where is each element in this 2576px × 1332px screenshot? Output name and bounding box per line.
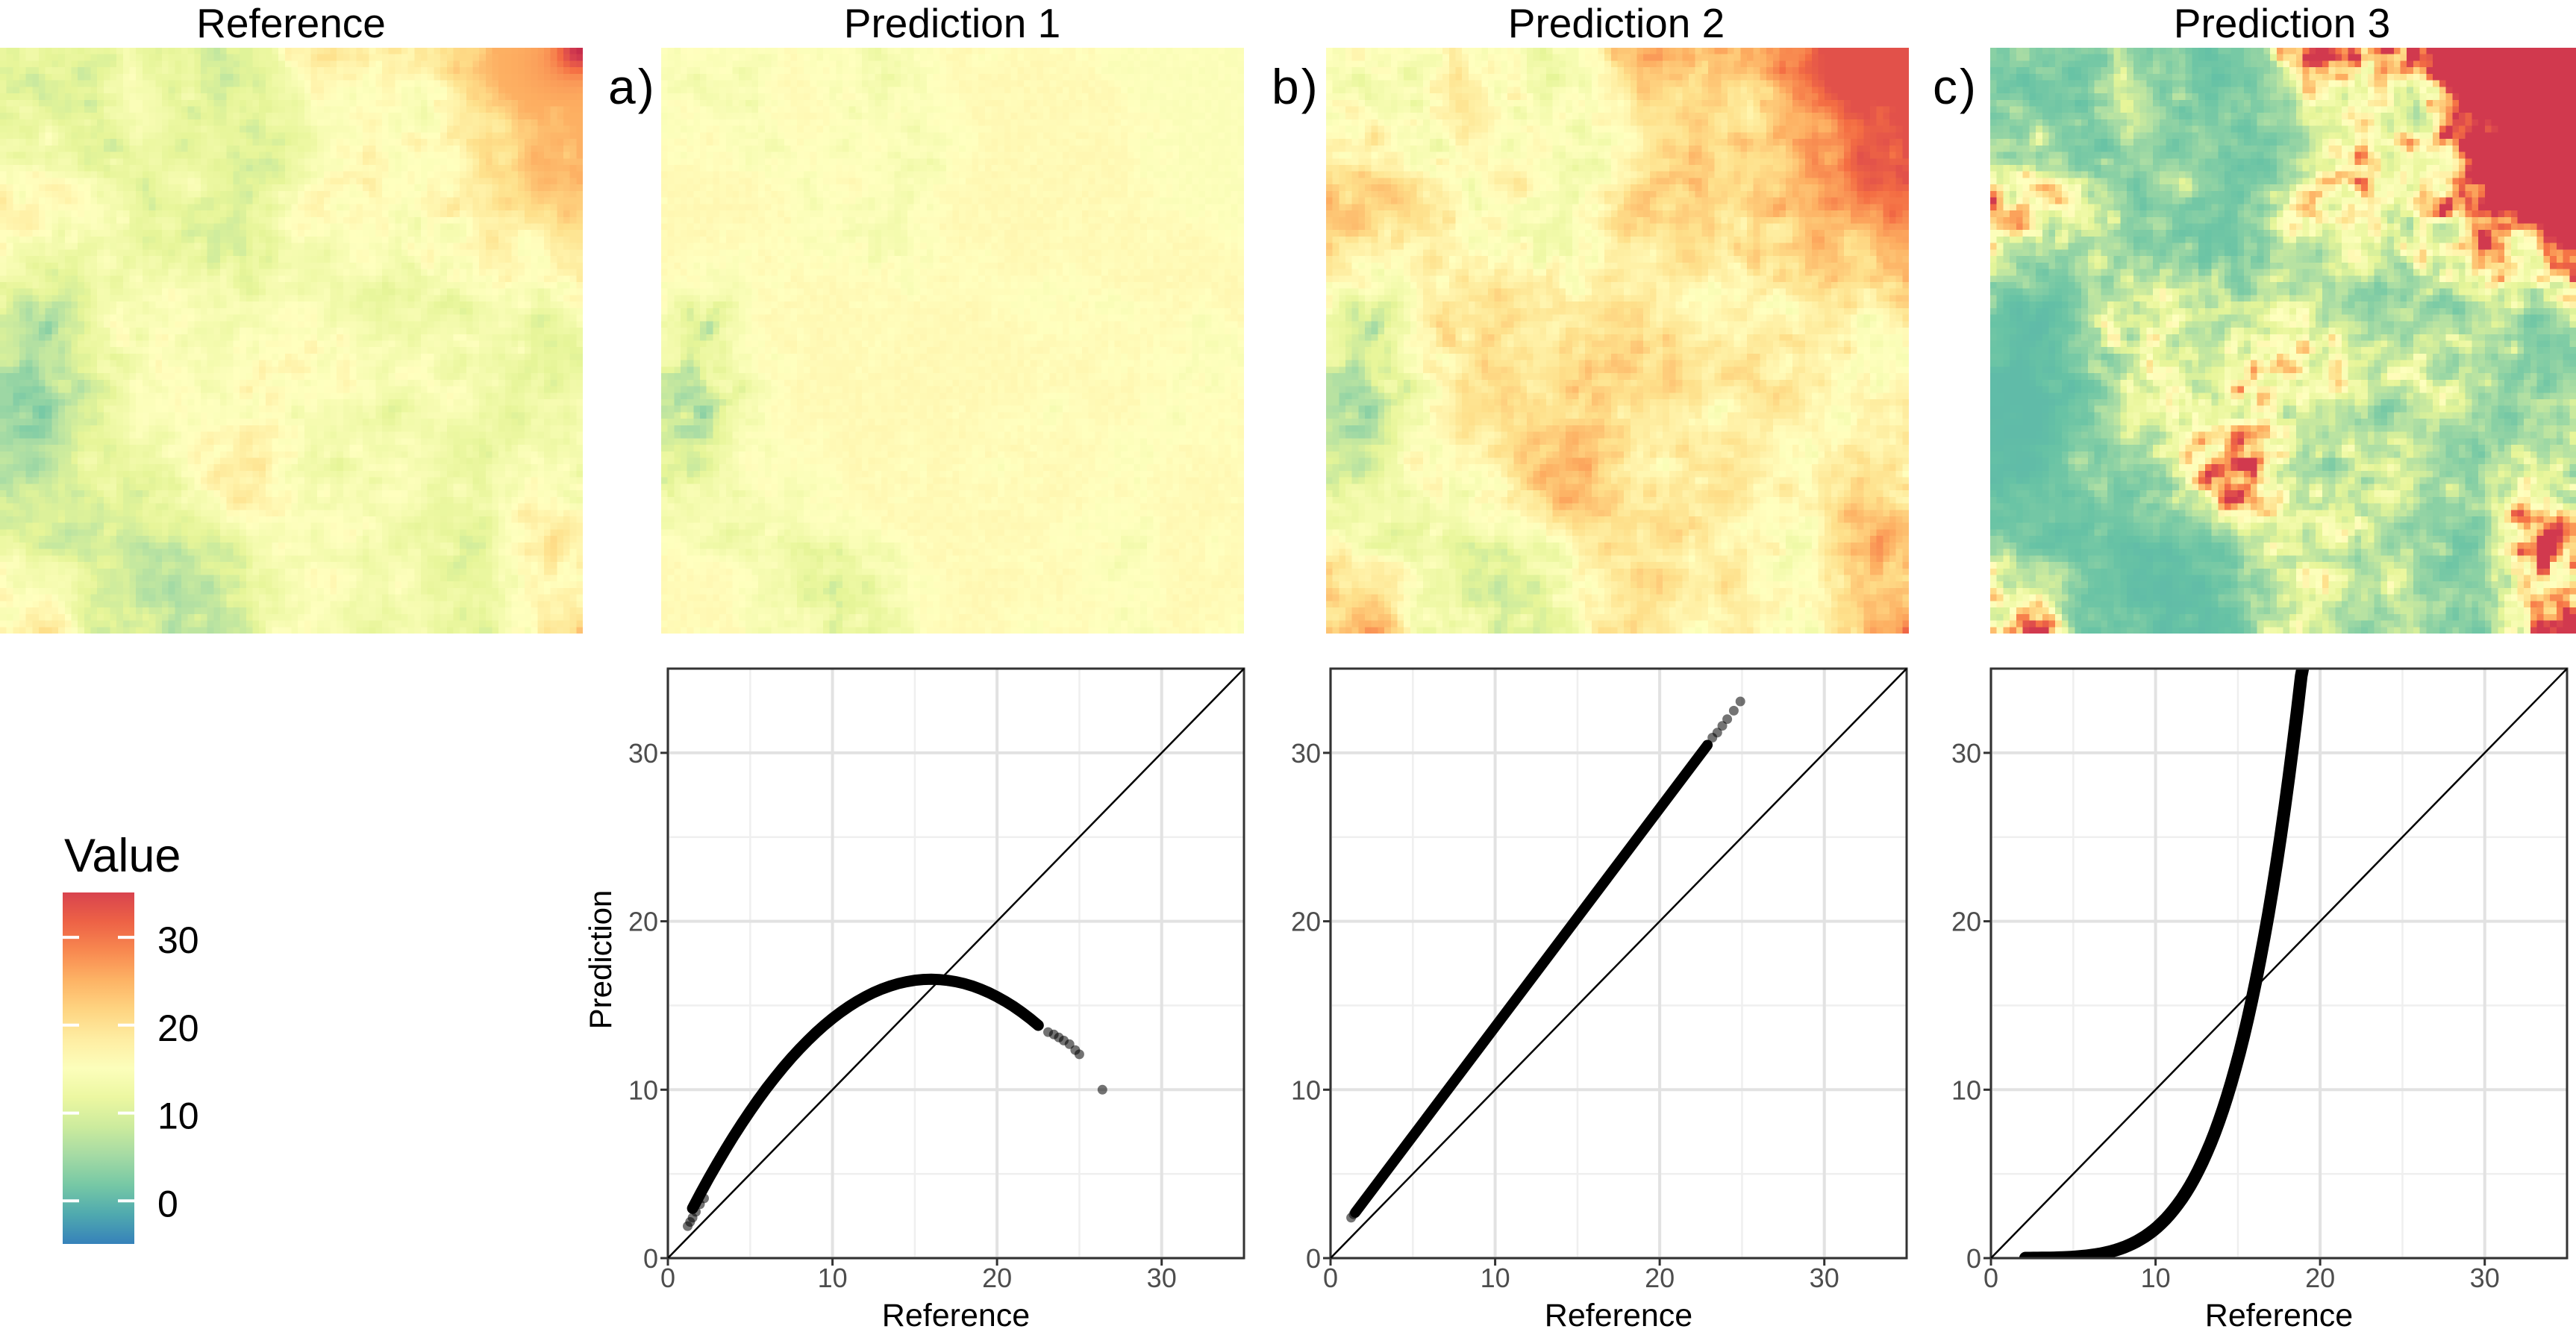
svg-text:20: 20 [1951, 907, 1981, 937]
svg-text:Reference: Reference [2205, 1298, 2353, 1332]
svg-text:0: 0 [1323, 1263, 1338, 1293]
svg-text:10: 10 [157, 1095, 199, 1137]
svg-text:10: 10 [818, 1263, 848, 1293]
svg-text:30: 30 [1291, 738, 1321, 769]
svg-text:30: 30 [157, 919, 199, 961]
svg-text:10: 10 [1951, 1075, 1981, 1105]
svg-text:0: 0 [660, 1263, 675, 1293]
svg-text:30: 30 [1810, 1263, 1839, 1293]
svg-text:Prediction 1: Prediction 1 [844, 0, 1060, 46]
svg-text:20: 20 [628, 907, 658, 937]
svg-text:Prediction 2: Prediction 2 [1508, 0, 1725, 46]
svg-text:20: 20 [157, 1007, 199, 1049]
svg-text:20: 20 [1645, 1263, 1675, 1293]
svg-text:20: 20 [982, 1263, 1012, 1293]
svg-text:0: 0 [1306, 1243, 1321, 1274]
svg-text:Prediction 3: Prediction 3 [2174, 0, 2390, 46]
svg-text:30: 30 [1147, 1263, 1177, 1293]
svg-text:b): b) [1272, 59, 1320, 114]
svg-text:a): a) [608, 59, 657, 114]
svg-text:0: 0 [643, 1243, 658, 1274]
svg-text:Reference: Reference [196, 0, 386, 46]
svg-text:30: 30 [1951, 738, 1981, 769]
svg-text:0: 0 [157, 1183, 178, 1225]
svg-text:10: 10 [2141, 1263, 2171, 1293]
svg-text:c): c) [1933, 59, 1978, 114]
svg-text:0: 0 [1983, 1263, 1998, 1293]
svg-text:20: 20 [2305, 1263, 2335, 1293]
svg-text:10: 10 [1291, 1075, 1321, 1105]
svg-text:Value: Value [64, 830, 181, 882]
svg-text:30: 30 [628, 738, 658, 769]
svg-text:Prediction: Prediction [583, 890, 618, 1030]
svg-text:20: 20 [1291, 907, 1321, 937]
svg-text:10: 10 [1481, 1263, 1510, 1293]
svg-text:0: 0 [1966, 1243, 1981, 1274]
svg-text:30: 30 [2470, 1263, 2500, 1293]
svg-text:10: 10 [628, 1075, 658, 1105]
svg-text:Reference: Reference [882, 1298, 1030, 1332]
svg-text:Reference: Reference [1545, 1298, 1692, 1332]
